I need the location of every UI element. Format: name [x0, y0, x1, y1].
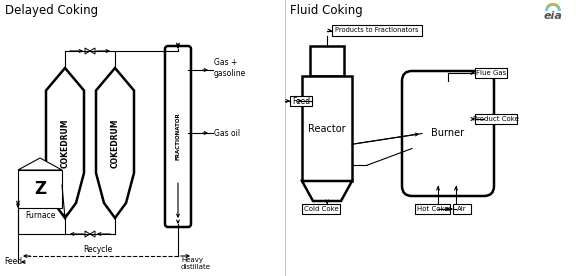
Text: Gas +
gasoline: Gas + gasoline: [214, 58, 247, 78]
Text: eia: eia: [543, 11, 562, 21]
Polygon shape: [96, 68, 134, 218]
Text: Products to Fractionators: Products to Fractionators: [335, 28, 419, 33]
Bar: [475, 114, 517, 124]
Text: Z: Z: [34, 180, 46, 198]
Text: FRACTIONATOR: FRACTIONATOR: [176, 113, 180, 160]
Text: COKEDRUM: COKEDRUM: [111, 118, 119, 168]
Wedge shape: [549, 3, 557, 6]
FancyBboxPatch shape: [165, 46, 191, 227]
Bar: [415, 204, 450, 214]
Polygon shape: [85, 48, 90, 54]
Text: Cold Coke: Cold Coke: [304, 206, 338, 212]
Bar: [475, 68, 507, 78]
Text: Feed: Feed: [292, 97, 310, 105]
Text: Furnace: Furnace: [25, 211, 55, 220]
Bar: [310, 46, 344, 76]
Polygon shape: [90, 231, 95, 237]
Bar: [302, 204, 340, 214]
Bar: [332, 25, 422, 36]
Bar: [302, 76, 352, 181]
Text: Heavy
distillate: Heavy distillate: [181, 257, 211, 270]
Polygon shape: [302, 181, 352, 201]
Text: Air: Air: [457, 206, 467, 212]
Text: Gas oil: Gas oil: [214, 129, 240, 137]
Polygon shape: [46, 68, 84, 218]
Polygon shape: [85, 231, 90, 237]
Text: Hot Coke: Hot Coke: [416, 206, 448, 212]
Wedge shape: [545, 3, 561, 11]
Text: Flue Gas: Flue Gas: [476, 70, 506, 76]
Text: Feed: Feed: [4, 258, 22, 267]
Polygon shape: [90, 48, 95, 54]
FancyBboxPatch shape: [402, 71, 494, 196]
Wedge shape: [546, 3, 560, 8]
Bar: [18, 170, 62, 208]
Text: Reactor: Reactor: [308, 123, 346, 134]
Text: Delayed Coking: Delayed Coking: [5, 4, 98, 17]
Polygon shape: [18, 158, 62, 170]
Bar: [453, 204, 471, 214]
Text: Burner: Burner: [431, 129, 465, 139]
Text: Fluid Coking: Fluid Coking: [290, 4, 363, 17]
Text: COKEDRUM: COKEDRUM: [60, 118, 70, 168]
Bar: [290, 96, 312, 106]
Text: Product Coke: Product Coke: [473, 116, 519, 122]
Text: Recycle: Recycle: [84, 245, 113, 254]
